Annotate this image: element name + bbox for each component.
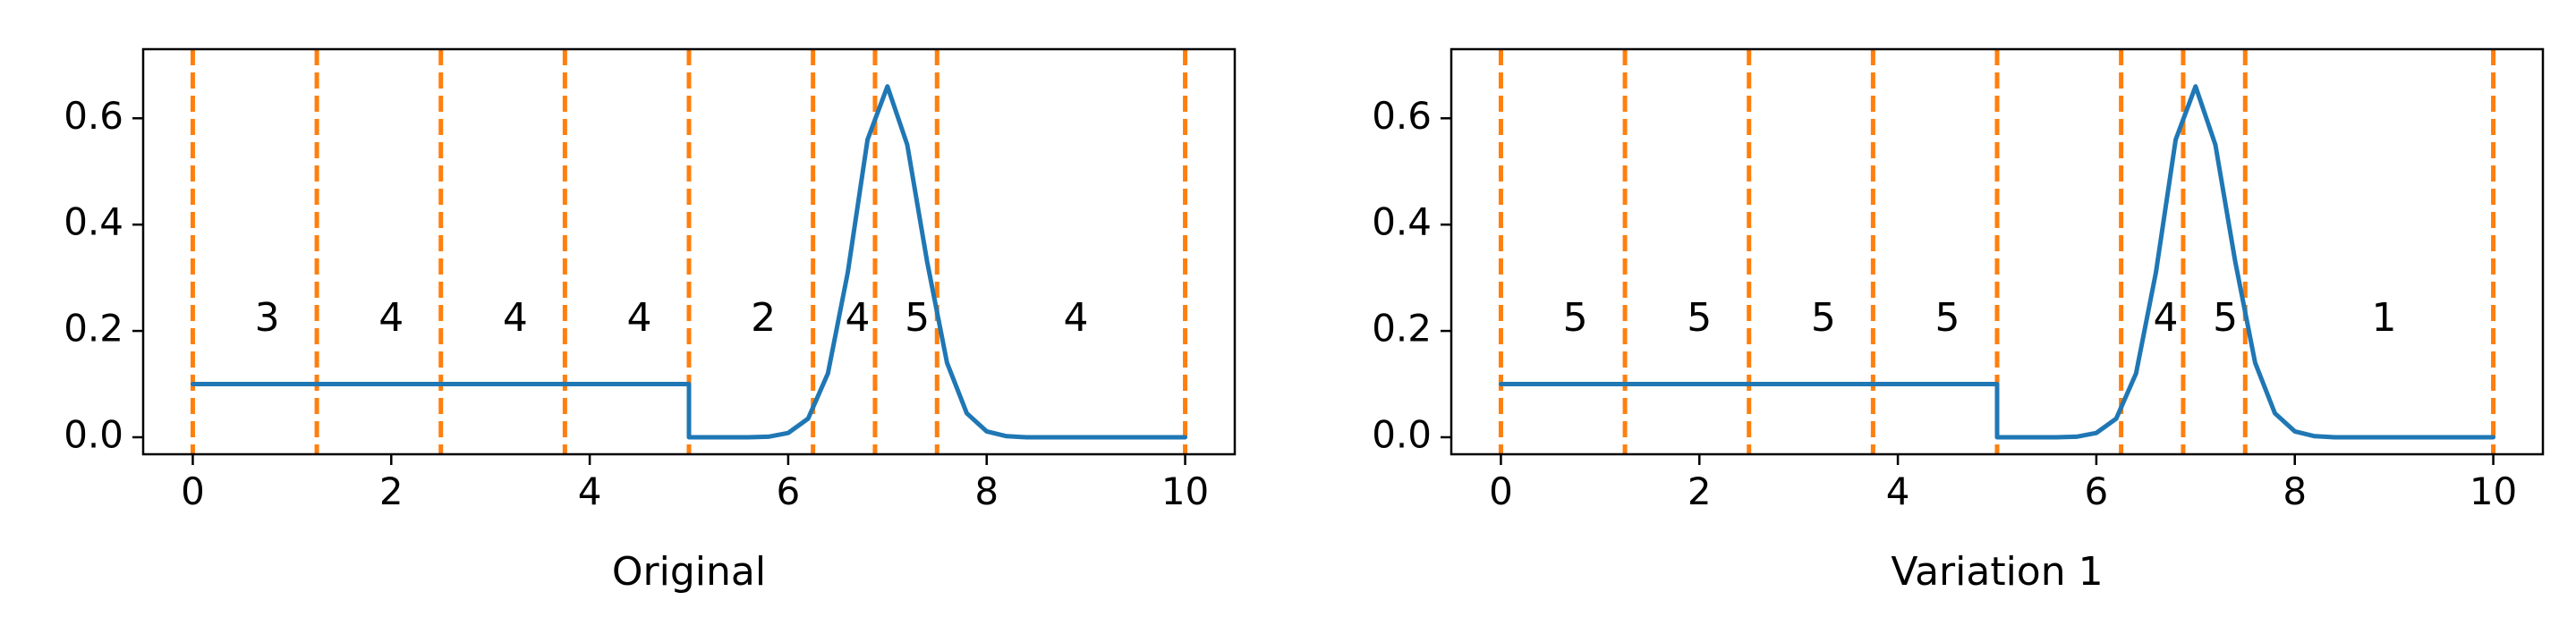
x-tick-label: 4 (578, 469, 602, 513)
axes-frame (1450, 47, 2545, 456)
y-tick-label: 0.0 (64, 412, 123, 456)
x-tick-label: 6 (777, 469, 801, 513)
segment-count-label: 2 (751, 295, 776, 341)
segment-count-label: 5 (905, 295, 930, 341)
y-tick-label: 0.2 (1372, 307, 1432, 351)
x-tick-label: 2 (379, 469, 404, 513)
y-tick-label: 0.0 (1372, 412, 1432, 456)
segment-count-label: 4 (503, 295, 528, 341)
x-tick-label: 6 (2085, 469, 2109, 513)
series-line (1499, 84, 2495, 440)
y-tick-label: 0.4 (64, 200, 123, 244)
y-tick-label: 0.6 (1372, 94, 1432, 138)
axes-frame (141, 47, 1237, 456)
segment-count-label: 4 (627, 295, 652, 341)
x-tick-label: 0 (1489, 469, 1513, 513)
segment-count-label: 5 (2213, 295, 2238, 341)
segment-count-label: 5 (1563, 295, 1588, 341)
segment-count-label: 4 (378, 295, 404, 341)
segment-count-label: 3 (255, 295, 280, 341)
segment-count-label: 5 (1687, 295, 1712, 341)
series-line (191, 84, 1187, 440)
segment-count-label: 5 (1811, 295, 1836, 341)
y-tick-label: 0.6 (64, 94, 123, 138)
x-tick-label: 0 (181, 469, 205, 513)
y-tick-label: 0.4 (1372, 200, 1432, 244)
x-tick-label: 8 (2283, 469, 2307, 513)
x-tick-label: 10 (2470, 469, 2517, 513)
x-tick-label: 2 (1688, 469, 1712, 513)
x-tick-label: 10 (1161, 469, 1209, 513)
segment-count-label: 1 (2372, 295, 2397, 341)
x-tick-label: 4 (1886, 469, 1910, 513)
x-tick-label: 8 (974, 469, 999, 513)
segment-count-label: 5 (1935, 295, 1960, 341)
segment-count-label: 4 (2154, 295, 2179, 341)
segment-count-label: 4 (1064, 295, 1089, 341)
segment-count-label: 4 (846, 295, 871, 341)
x-axis-label: Original (612, 549, 766, 595)
x-axis-label: Variation 1 (1891, 549, 2103, 595)
y-tick-label: 0.2 (64, 307, 123, 351)
